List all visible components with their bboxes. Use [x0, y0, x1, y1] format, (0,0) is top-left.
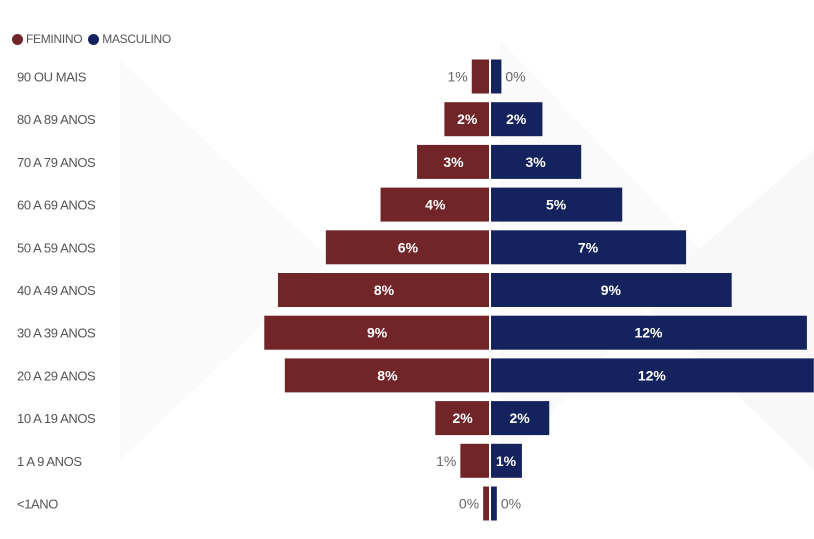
category-label: 40 A 49 ANOS	[17, 283, 96, 298]
bar-label-male: 12%	[634, 325, 663, 341]
bar-male	[490, 102, 543, 137]
category-label: 10 A 19 ANOS	[17, 411, 96, 426]
bar-female	[277, 273, 490, 307]
category-label: 90 OU MAIS	[17, 70, 87, 85]
bar-male	[490, 273, 732, 307]
bar-label-female: 0%	[459, 496, 479, 512]
bar-female	[380, 187, 490, 222]
category-label: 60 A 69 ANOS	[17, 198, 96, 213]
bar-label-female: 6%	[398, 239, 419, 255]
bar-label-male: 3%	[525, 154, 546, 170]
bar-female	[471, 59, 490, 94]
legend-label-male: MASCULINO	[102, 32, 171, 46]
bar-label-female: 3%	[443, 154, 464, 170]
chart-legend: FEMININO MASCULINO	[12, 32, 177, 46]
category-label: 30 A 39 ANOS	[17, 326, 96, 341]
bar-female	[444, 102, 490, 137]
bar-female	[325, 230, 490, 265]
category-label: 70 A 79 ANOS	[17, 155, 96, 170]
bar-label-male: 1%	[496, 453, 517, 469]
category-label: 1 A 9 ANOS	[17, 454, 82, 469]
category-label: <1ANO	[17, 497, 58, 512]
category-label: 80 A 89 ANOS	[17, 112, 96, 127]
bar-label-female: 9%	[367, 325, 388, 341]
bar-male	[490, 486, 497, 521]
bar-label-female: 2%	[457, 111, 478, 127]
bar-label-male: 2%	[510, 410, 531, 426]
bar-label-male: 7%	[578, 239, 599, 255]
legend-dot-female	[12, 33, 23, 45]
category-label: 50 A 59 ANOS	[17, 240, 96, 255]
bar-male	[490, 230, 687, 265]
bar-male	[490, 401, 550, 436]
bar-male	[490, 144, 582, 179]
bar-male	[490, 358, 814, 393]
bar-label-male: 9%	[601, 282, 622, 298]
bar-female	[264, 315, 490, 350]
bar-male	[490, 443, 522, 478]
bar-label-male: 0%	[501, 496, 521, 512]
bar-label-female: 4%	[425, 197, 446, 213]
bar-male	[490, 59, 502, 94]
legend-dot-male	[88, 33, 100, 45]
bar-female	[460, 443, 490, 478]
bar-label-female: 8%	[377, 367, 398, 383]
bar-label-female: 2%	[453, 410, 474, 426]
category-label: 20 A 29 ANOS	[17, 368, 96, 383]
bar-label-female: 1%	[448, 69, 468, 85]
bar-label-male: 0%	[505, 69, 525, 85]
bar-label-female: 8%	[374, 282, 395, 298]
bar-female	[284, 358, 490, 393]
legend-label-female: FEMININO	[26, 32, 83, 46]
bar-label-male: 5%	[546, 197, 567, 213]
bar-label-male: 2%	[506, 111, 527, 127]
bar-male	[490, 315, 807, 350]
bar-female	[435, 401, 490, 436]
bar-label-female: 1%	[436, 453, 456, 469]
bar-female	[483, 486, 490, 521]
legend-item-female: FEMININO	[12, 32, 83, 46]
bar-female	[417, 144, 490, 179]
bar-label-male: 12%	[638, 367, 667, 383]
legend-item-male: MASCULINO	[88, 32, 171, 46]
bar-male	[490, 187, 623, 222]
